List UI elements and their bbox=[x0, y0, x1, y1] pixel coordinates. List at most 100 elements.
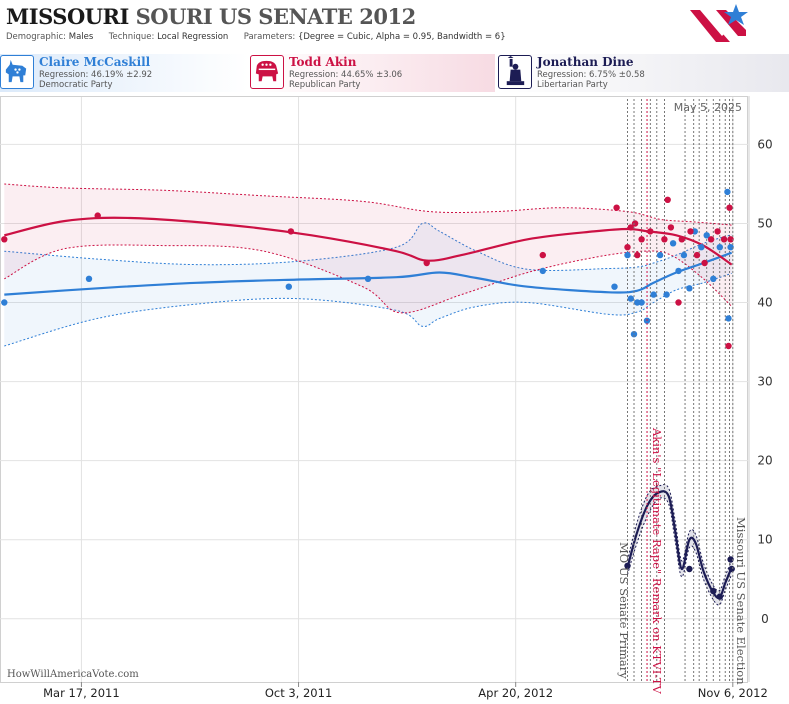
site-logo-icon bbox=[690, 4, 748, 42]
poll-point bbox=[624, 244, 631, 251]
poll-point bbox=[94, 212, 101, 219]
poll-point bbox=[627, 224, 634, 231]
trend-line bbox=[4, 216, 733, 266]
band-upper-line bbox=[4, 183, 732, 226]
band-lower-line bbox=[627, 497, 733, 606]
candidate-regression: Regression: 6.75% ±0.58 bbox=[537, 70, 645, 80]
poll-point bbox=[680, 251, 688, 259]
page-title: MISSOURI SOURI US SENATE 2012 bbox=[6, 4, 696, 30]
legend-item-dine[interactable]: Jonathan Dine Regression: 6.75% ±0.58 Li… bbox=[498, 54, 789, 92]
poll-point bbox=[364, 275, 372, 282]
plot-frame bbox=[0, 96, 748, 683]
candidate-party: Libertarian Party bbox=[537, 80, 608, 90]
poll-point bbox=[539, 267, 546, 275]
poll-point bbox=[663, 291, 670, 298]
event-label: MO US Senate Primary bbox=[617, 542, 631, 679]
y-tick-label: 40 bbox=[757, 296, 772, 310]
poll-point bbox=[720, 236, 728, 243]
poll-point bbox=[287, 228, 295, 235]
candidate-legend: Claire McCaskill Regression: 46.19% ±2.9… bbox=[0, 54, 789, 94]
poll-point bbox=[724, 188, 731, 196]
poll-point bbox=[727, 556, 734, 563]
technique-value: Local Regression bbox=[157, 32, 229, 42]
watermark: HowWillAmericaVote.com bbox=[7, 669, 139, 680]
axes: 0 10 20 30 40 50 60 Mar 17, 2011 Oct 3, 2011 Apr … bbox=[43, 96, 773, 700]
confidence-band bbox=[627, 484, 732, 606]
poll-point bbox=[630, 331, 638, 338]
candidate-name: Jonathan Dine bbox=[537, 55, 634, 69]
confidence-band bbox=[4, 222, 732, 346]
poll-point bbox=[1, 299, 8, 306]
poll-point bbox=[638, 299, 645, 306]
poll-point bbox=[727, 244, 734, 251]
y-tick-label: 60 bbox=[757, 137, 772, 151]
y-tick-label: 50 bbox=[757, 216, 772, 230]
legend-item-mccaskill[interactable]: Claire McCaskill Regression: 46.19% ±2.9… bbox=[0, 54, 248, 92]
poll-point bbox=[638, 236, 645, 243]
band-lower-line bbox=[4, 244, 733, 314]
grid bbox=[0, 97, 748, 682]
poll-point bbox=[710, 587, 717, 595]
x-tick-label: Oct 3, 2011 bbox=[265, 686, 332, 700]
legend-item-akin[interactable]: Todd Akin Regression: 44.65% ±3.06 Repub… bbox=[250, 54, 495, 92]
poll-point bbox=[727, 236, 734, 243]
date-label: May 5, 2025 bbox=[674, 101, 742, 114]
poll-point bbox=[725, 342, 732, 350]
technique-label: Technique: bbox=[108, 32, 155, 42]
poll-point bbox=[1, 236, 8, 243]
poll-point bbox=[703, 232, 710, 239]
band-lower-line bbox=[4, 272, 732, 347]
band-upper-line bbox=[627, 484, 733, 592]
poll-point bbox=[707, 236, 715, 243]
candidate-regression: Regression: 44.65% ±3.06 bbox=[289, 70, 403, 80]
poll-point bbox=[664, 196, 671, 203]
trend-line bbox=[4, 251, 733, 296]
y-tick-label: 20 bbox=[757, 454, 772, 468]
title-rest: SOURI US SENATE 2012 bbox=[135, 4, 417, 29]
poll-point bbox=[627, 295, 634, 302]
poll-point bbox=[710, 275, 717, 282]
header: MISSOURI SOURI US SENATE 2012 Demographi… bbox=[6, 4, 696, 42]
candidate-party: Democratic Party bbox=[39, 80, 113, 90]
annotations: MO US Senate Primary Akin's "Legitimate R… bbox=[617, 99, 748, 694]
parameters-value: {Degree = Cubic, Alpha = 0.95, Bandwidth… bbox=[297, 32, 506, 42]
title-state: MISSOURI bbox=[6, 4, 129, 29]
poll-point bbox=[613, 204, 620, 211]
parameters-line: Demographic: Males Technique: Local Regr… bbox=[6, 32, 696, 42]
poll-point bbox=[675, 299, 682, 306]
confidence-band bbox=[4, 184, 732, 313]
demographic-value: Males bbox=[68, 32, 94, 42]
poll-point bbox=[647, 228, 654, 235]
parameters-label: Parameters: bbox=[243, 32, 296, 42]
poll-point bbox=[667, 224, 675, 231]
x-tick-label: Nov 6, 2012 bbox=[698, 686, 768, 700]
poll-point bbox=[678, 236, 685, 243]
poll-point bbox=[698, 244, 705, 251]
poll-point bbox=[423, 259, 430, 267]
poll-point bbox=[656, 251, 664, 259]
poll-point bbox=[726, 204, 733, 211]
poll-point bbox=[687, 228, 694, 235]
candidate-regression: Regression: 46.19% ±2.92 bbox=[39, 70, 153, 80]
poll-point bbox=[85, 275, 93, 282]
event-label: Akin's "Legitimate Rape" Remark on KTVI-… bbox=[650, 427, 664, 694]
poll-point bbox=[716, 593, 723, 600]
poll-point bbox=[669, 240, 677, 247]
poll-point bbox=[624, 562, 631, 569]
donkey-icon bbox=[0, 55, 34, 89]
candidate-party: Republican Party bbox=[289, 80, 361, 90]
poll-point bbox=[714, 228, 721, 235]
poll-points bbox=[1, 188, 735, 600]
poll-point bbox=[716, 244, 723, 251]
poll-point bbox=[650, 291, 657, 298]
candidate-name: Claire McCaskill bbox=[39, 55, 151, 69]
poll-point bbox=[285, 283, 292, 290]
liberty-icon bbox=[498, 55, 532, 89]
elephant-icon bbox=[250, 55, 284, 89]
candidate-name: Todd Akin bbox=[289, 55, 357, 69]
poll-point bbox=[611, 283, 618, 290]
poll-point bbox=[675, 267, 682, 275]
y-tick-label: 0 bbox=[761, 612, 769, 626]
poll-point bbox=[686, 565, 693, 573]
